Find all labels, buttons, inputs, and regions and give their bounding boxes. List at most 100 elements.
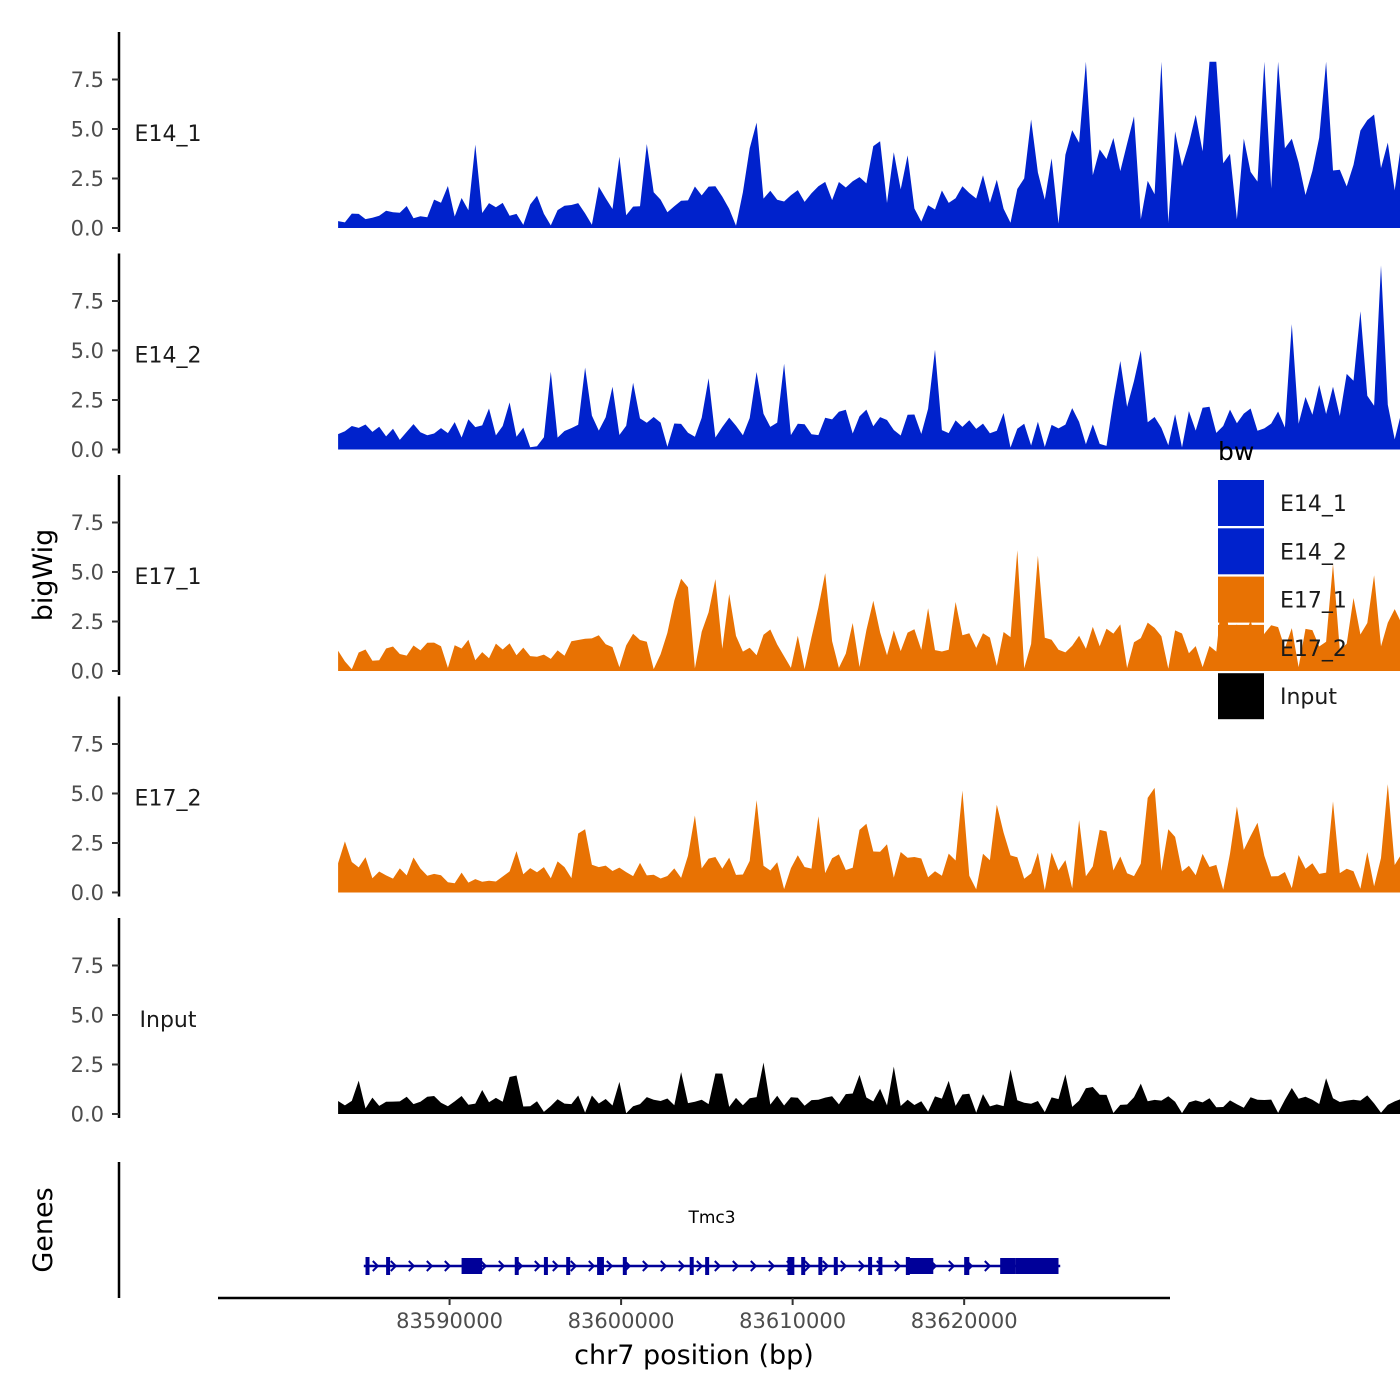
y-tick-label: 2.5 xyxy=(71,832,104,856)
y-tick-label: 5.0 xyxy=(71,782,104,806)
exon xyxy=(905,1257,910,1275)
track-label: E17_1 xyxy=(135,565,202,590)
exon xyxy=(1000,1258,1016,1274)
exon xyxy=(833,1257,838,1275)
x-tick-label: 83620000 xyxy=(911,1309,1018,1333)
exon xyxy=(705,1257,710,1275)
strand-chevron xyxy=(552,1260,560,1272)
exon xyxy=(1015,1258,1059,1274)
y-tick-label: 2.5 xyxy=(71,610,104,634)
x-tick-label: 83600000 xyxy=(568,1309,675,1333)
y-tick-label: 5.0 xyxy=(71,1004,104,1028)
y-axis-title: bigWig xyxy=(28,529,59,622)
exon xyxy=(689,1257,694,1275)
y-tick-label: 7.5 xyxy=(71,68,104,92)
exon xyxy=(964,1257,970,1275)
exon xyxy=(566,1257,571,1275)
strand-chevron xyxy=(408,1260,416,1272)
legend-label: E14_2 xyxy=(1280,540,1347,565)
strand-chevron xyxy=(696,1260,704,1272)
exon xyxy=(868,1257,873,1275)
y-tick-label: 2.5 xyxy=(71,1053,104,1077)
exon xyxy=(787,1257,795,1275)
y-tick-label: 0.0 xyxy=(71,881,104,905)
strand-chevron xyxy=(570,1260,578,1272)
legend-label: E17_2 xyxy=(1280,637,1347,662)
gene-model: Tmc3 xyxy=(363,1208,1061,1275)
strand-chevron xyxy=(426,1260,434,1272)
strand-chevron xyxy=(858,1260,866,1272)
exon xyxy=(622,1257,627,1275)
legend-label: E17_1 xyxy=(1280,589,1347,614)
exon xyxy=(543,1257,548,1275)
y-tick-label: 5.0 xyxy=(71,118,104,142)
x-tick-label: 83610000 xyxy=(739,1309,846,1333)
y-tick-label: 0.0 xyxy=(71,217,104,241)
legend: bw E14_1 E14_2 E17_1 E17_2 Input xyxy=(1218,437,1347,720)
strand-chevron xyxy=(444,1260,452,1272)
legend-key xyxy=(1218,480,1264,526)
strand-chevron xyxy=(750,1260,758,1272)
legend-key xyxy=(1218,528,1264,575)
y-tick-label: 0.0 xyxy=(71,438,104,462)
legend-key xyxy=(1218,576,1264,623)
y-tick-label: 0.0 xyxy=(71,660,104,684)
legend-key xyxy=(1218,673,1264,720)
strand-chevron xyxy=(480,1260,488,1272)
legend-label: Input xyxy=(1280,685,1337,710)
strand-chevron xyxy=(948,1260,956,1272)
track-e17_2: 0.0 2.5 5.0 7.5 E17_2 xyxy=(71,696,1400,905)
signal-area xyxy=(338,61,1400,228)
strand-chevron xyxy=(678,1260,686,1272)
exon xyxy=(818,1257,823,1275)
strand-chevron xyxy=(390,1260,398,1272)
track-label: E14_1 xyxy=(135,122,202,147)
y-tick-label: 7.5 xyxy=(71,290,104,314)
signal-area xyxy=(338,784,1400,893)
x-axis: 83590000 83600000 83610000 83620000 xyxy=(218,1296,1170,1333)
strand-chevron xyxy=(534,1260,542,1272)
exon xyxy=(365,1257,370,1275)
exon xyxy=(597,1257,604,1275)
signal-tracks: 0.0 2.5 5.0 7.5 E14_1 0.0 2.5 5.0 7.5 E14_2 0.0 2.5… xyxy=(71,32,1400,1127)
y-tick-label: 7.5 xyxy=(71,954,104,978)
strand-chevron xyxy=(606,1260,614,1272)
track-e14_1: 0.0 2.5 5.0 7.5 E14_1 xyxy=(71,32,1400,241)
track-e17_1: 0.0 2.5 5.0 7.5 E17_1 xyxy=(71,475,1400,684)
x-axis-title: chr7 position (bp) xyxy=(574,1340,814,1371)
y-tick-label: 2.5 xyxy=(71,389,104,413)
strand-chevron xyxy=(732,1260,740,1272)
exon xyxy=(461,1258,483,1274)
y-tick-label: 2.5 xyxy=(71,167,104,191)
track-label: E17_2 xyxy=(135,786,202,811)
strand-chevron xyxy=(894,1260,902,1272)
strand-chevron xyxy=(498,1260,506,1272)
strand-chevron xyxy=(768,1260,776,1272)
gene-track-title: Genes xyxy=(28,1187,59,1272)
y-tick-label: 5.0 xyxy=(71,339,104,363)
exon xyxy=(514,1257,519,1275)
exon xyxy=(386,1257,391,1275)
y-tick-label: 7.5 xyxy=(71,733,104,757)
track-label: Input xyxy=(140,1008,197,1033)
y-tick-label: 5.0 xyxy=(71,561,104,585)
track-label: E14_2 xyxy=(135,343,202,368)
signal-area xyxy=(338,550,1400,671)
strand-chevron xyxy=(372,1260,380,1272)
track-input: 0.0 2.5 5.0 7.5 Input xyxy=(71,918,1400,1127)
gene-track: Tmc3 xyxy=(117,1162,1061,1298)
strand-chevron xyxy=(984,1260,992,1272)
strand-chevron xyxy=(588,1260,596,1272)
strand-chevron xyxy=(660,1260,668,1272)
track-e14_2: 0.0 2.5 5.0 7.5 E14_2 xyxy=(71,253,1400,462)
signal-area xyxy=(338,265,1400,450)
x-tick-label: 83590000 xyxy=(396,1309,503,1333)
strand-chevron xyxy=(642,1260,650,1272)
legend-key xyxy=(1218,624,1264,671)
strand-chevron xyxy=(714,1260,722,1272)
signal-area xyxy=(338,1062,1400,1114)
y-tick-label: 0.0 xyxy=(71,1103,104,1127)
strand-chevron xyxy=(804,1260,812,1272)
strand-chevron xyxy=(840,1260,848,1272)
exon xyxy=(878,1257,883,1275)
